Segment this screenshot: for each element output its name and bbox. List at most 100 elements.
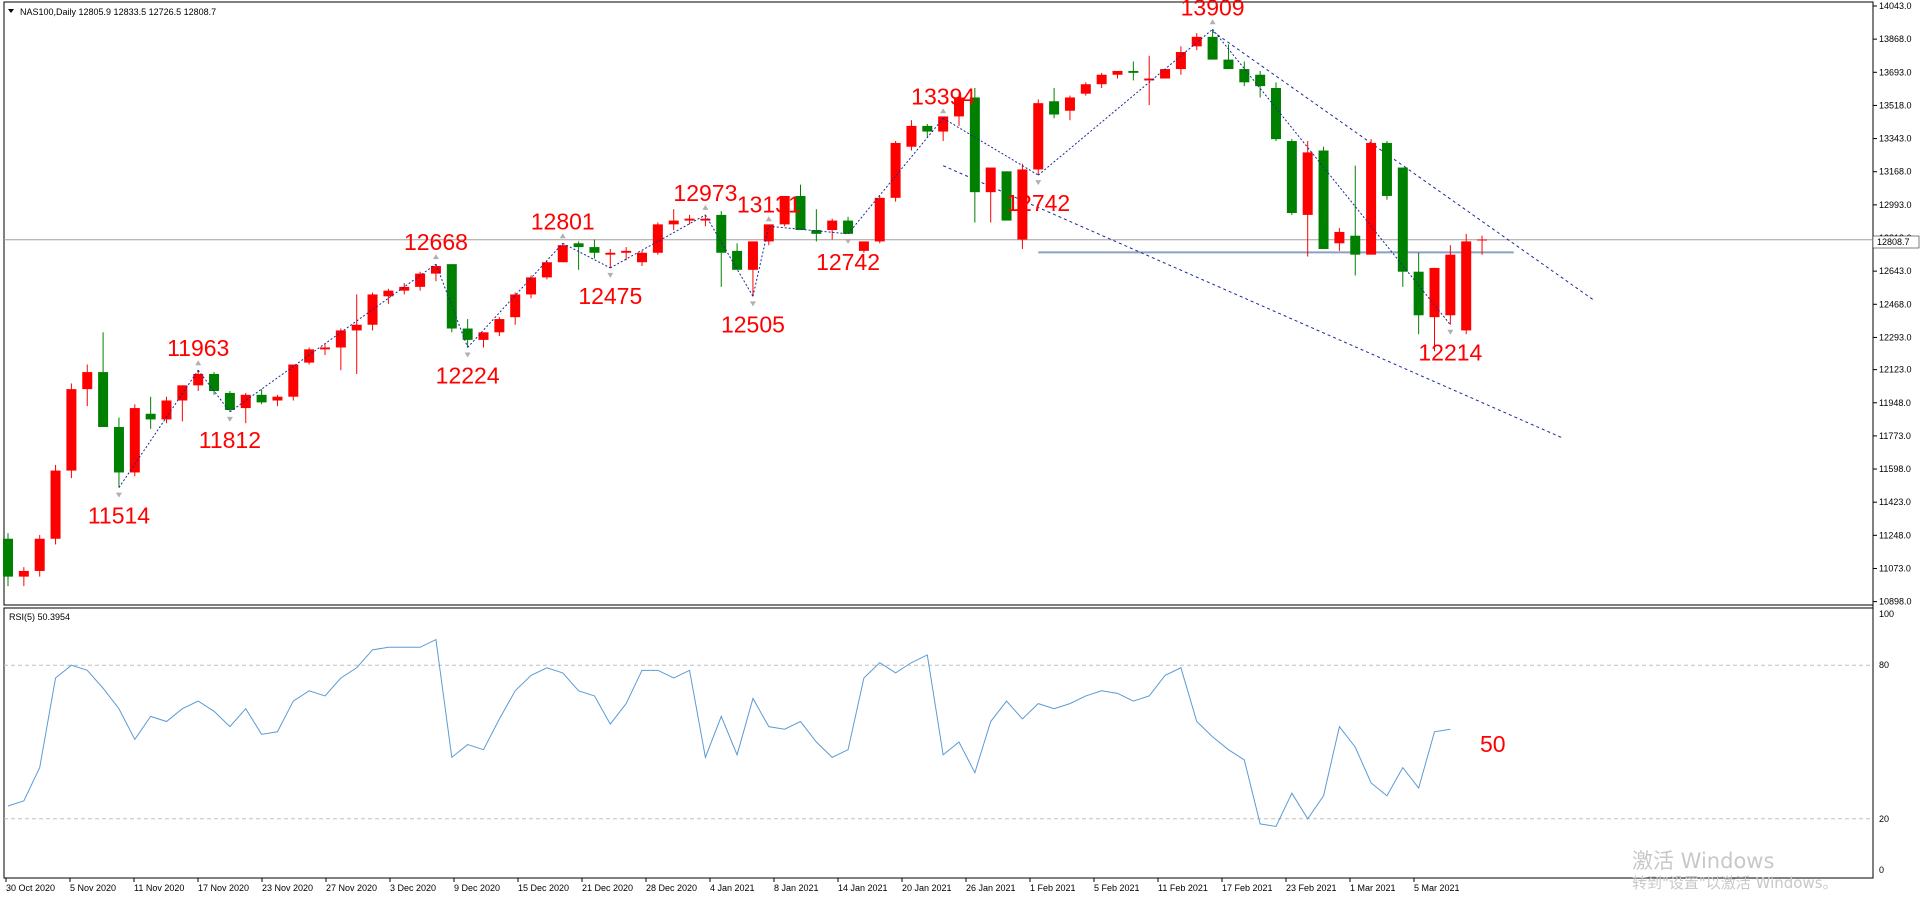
candle-body <box>1033 103 1044 170</box>
zigzag-segment <box>1212 28 1451 326</box>
candle-body <box>906 125 917 147</box>
pivot-marker <box>432 254 439 260</box>
candle-body <box>1334 231 1345 244</box>
pivot-marker <box>195 360 202 366</box>
candle-body <box>1223 59 1234 70</box>
candle-body <box>1080 84 1091 94</box>
candle-body <box>415 273 426 287</box>
candle-body <box>18 570 29 577</box>
time-tick-label: 3 Dec 2020 <box>390 883 436 893</box>
candle-body <box>827 220 838 231</box>
zigzag-segment <box>562 242 611 269</box>
collapse-triangle-icon[interactable] <box>8 9 14 13</box>
candle-body <box>605 252 616 255</box>
time-tick-label: 11 Feb 2021 <box>1158 883 1208 893</box>
time-tick-label: 27 Nov 2020 <box>326 883 377 893</box>
pivot-marker <box>940 108 947 114</box>
current-price-tag <box>1872 235 1920 249</box>
candle-body <box>684 218 695 221</box>
candle-body <box>1477 239 1488 241</box>
candle-body <box>1255 74 1266 87</box>
candle-body <box>383 290 394 297</box>
candle-body <box>224 392 235 410</box>
pivot-marker <box>702 204 709 210</box>
time-tick-label: 14 Jan 2021 <box>838 883 888 893</box>
price-tick-label: 11423.0 <box>1879 497 1911 507</box>
rsi-panel <box>3 607 1874 879</box>
price-tick-label: 13518.0 <box>1879 100 1912 110</box>
zigzag-segment <box>942 117 1039 176</box>
zigzag-segment <box>847 117 944 235</box>
candle-body <box>1175 52 1186 70</box>
rsi-tick-label: 100 <box>1879 609 1894 619</box>
candle-body <box>890 142 901 198</box>
pivot-label: 12505 <box>721 311 785 337</box>
time-tick-label: 1 Feb 2021 <box>1030 883 1076 893</box>
pivot-marker <box>226 416 233 422</box>
time-tick-label: 26 Jan 2021 <box>966 883 1016 893</box>
candle-body <box>256 394 267 403</box>
time-tick-label: 9 Dec 2020 <box>454 883 500 893</box>
candle-body <box>462 328 473 340</box>
price-tick-label: 13693.0 <box>1879 67 1912 77</box>
candle-body <box>272 396 283 401</box>
candle-body <box>335 330 346 348</box>
candle-body <box>1064 97 1075 111</box>
candle-body <box>129 408 140 473</box>
candle-body <box>351 324 362 331</box>
time-tick-label: 15 Dec 2020 <box>518 883 569 893</box>
candle-body <box>1381 142 1392 196</box>
candle-body <box>1049 101 1060 115</box>
pivot-marker <box>749 301 756 307</box>
time-tick-label: 4 Jan 2021 <box>710 883 755 893</box>
candle-body <box>1160 69 1171 79</box>
candle-body <box>573 243 584 248</box>
candle-body <box>637 252 647 263</box>
watermark-line2: 转到"设置"以激活 Windows。 <box>1632 874 1838 892</box>
candle-body <box>779 195 790 225</box>
candle-body <box>668 220 679 225</box>
candle-body <box>1350 235 1361 255</box>
time-tick-label: 21 Dec 2020 <box>582 883 633 893</box>
time-tick-label: 11 Nov 2020 <box>134 883 184 893</box>
candle-body <box>811 230 822 234</box>
pivot-label: 12214 <box>1418 340 1482 366</box>
candle-body <box>954 97 964 117</box>
time-tick-label: 23 Feb 2021 <box>1286 883 1337 893</box>
candle-body <box>1286 141 1297 213</box>
price-tick-label: 13168.0 <box>1879 167 1912 177</box>
candle-body <box>1397 167 1408 272</box>
candle-body <box>446 264 457 329</box>
candle-body <box>652 224 663 253</box>
candle-body <box>700 218 711 221</box>
pivot-label: 12973 <box>673 180 737 206</box>
candle-body <box>161 400 172 420</box>
candle-body <box>478 332 489 340</box>
time-tick-label: 28 Dec 2020 <box>646 883 697 893</box>
watermark-line1: 激活 Windows <box>1632 849 1774 873</box>
pivot-marker <box>559 233 566 239</box>
pivot-marker <box>1035 180 1042 186</box>
zigzag-segment <box>435 263 469 348</box>
zigzag-segment <box>1037 28 1213 176</box>
candle-body <box>510 294 521 318</box>
candle-body <box>874 197 885 242</box>
candle-body <box>1302 152 1313 215</box>
candle-body <box>304 349 315 363</box>
rsi-tick-label: 20 <box>1879 814 1889 824</box>
pivot-label: 13394 <box>911 83 975 109</box>
candle-body <box>763 224 774 242</box>
pivot-label: 11963 <box>167 335 229 361</box>
time-tick-label: 23 Nov 2020 <box>262 883 313 893</box>
price-tick-label: 12468.0 <box>1879 299 1912 309</box>
candle-body <box>494 319 505 333</box>
price-tick-label: 13868.0 <box>1879 34 1912 44</box>
candle-body <box>922 125 933 132</box>
candle-body <box>1318 150 1329 249</box>
pivot-label: 12742 <box>816 249 880 275</box>
candle-body <box>1096 74 1107 85</box>
rsi-value-note: 50 <box>1480 731 1506 757</box>
symbol-header: NAS100,Daily 12805.9 12833.5 12726.5 128… <box>20 7 216 17</box>
candle-body <box>209 373 220 392</box>
